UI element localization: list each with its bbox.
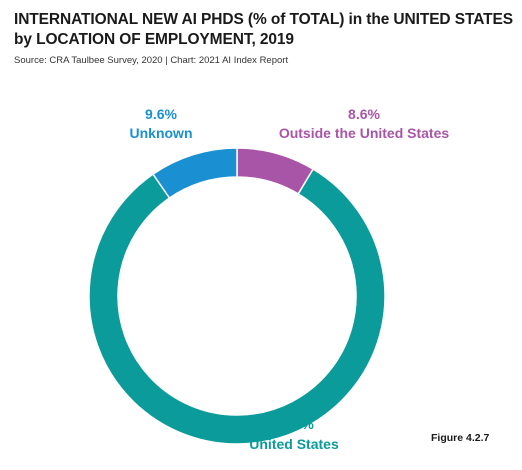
slice-name-label: Outside the United States — [279, 125, 450, 141]
donut-slice-unknown — [151, 147, 238, 200]
figure-label: Figure 4.2.7 — [431, 432, 490, 444]
donut-slice-united-states — [88, 168, 386, 445]
slice-value-label: 8.6% — [348, 106, 380, 122]
chart-source: Source: CRA Taulbee Survey, 2020 | Chart… — [14, 55, 289, 66]
slice-name-label: Unknown — [130, 125, 193, 141]
chart-title-line-1: INTERNATIONAL NEW AI PHDS (% of TOTAL) i… — [14, 11, 513, 28]
slice-name-label: United States — [249, 436, 339, 452]
slice-value-label: 9.6% — [145, 106, 177, 122]
chart-title-line-2: by LOCATION OF EMPLOYMENT, 2019 — [14, 31, 294, 48]
slice-value-label: 81.8% — [274, 416, 314, 432]
chart-title: INTERNATIONAL NEW AI PHDS (% of TOTAL) i… — [14, 10, 514, 50]
